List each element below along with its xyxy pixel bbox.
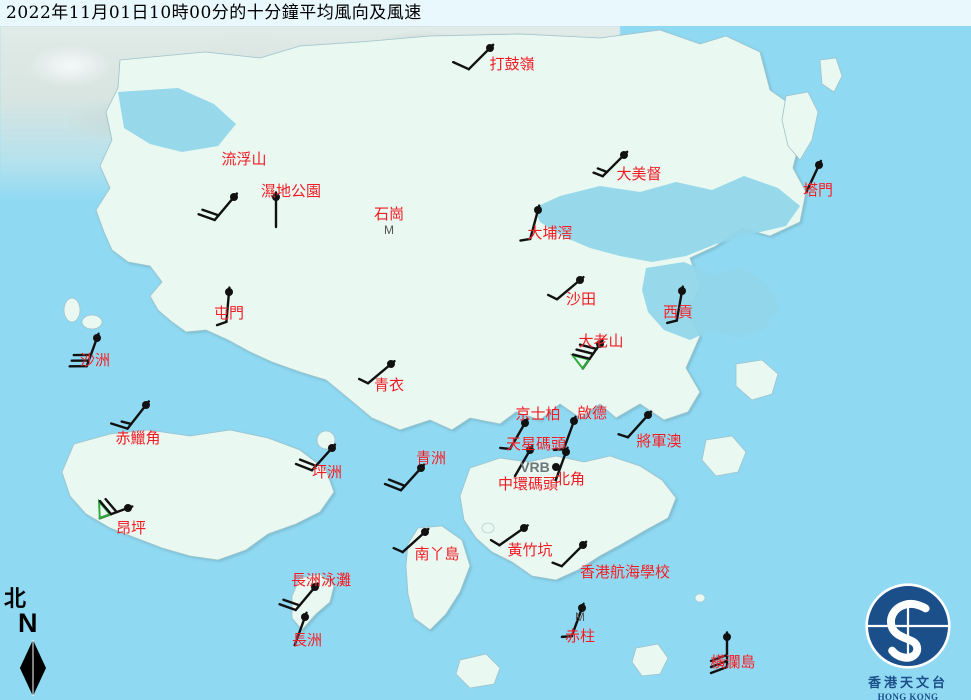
station-dot-西貢[interactable] [678,287,686,295]
maintenance-flag-赤柱: M [575,610,585,624]
station-label-青洲[interactable]: 青洲 [415,449,447,467]
station-label-中環碼頭[interactable]: 中環碼頭 [497,475,559,493]
station-dot-赤鱲角[interactable] [142,401,150,409]
station-dot-濕地公園[interactable] [272,193,280,201]
station-dot-黃竹坑[interactable] [520,524,528,532]
station-dot-坪洲[interactable] [328,444,336,452]
station-label-將軍澳[interactable]: 將軍澳 [636,432,682,450]
station-dot-屯門[interactable] [225,288,233,296]
station-label-大老山[interactable]: 大老山 [578,332,624,350]
station-label-坪洲[interactable]: 坪洲 [311,463,343,481]
station-label-沙洲[interactable]: 沙洲 [79,351,111,369]
station-label-青衣[interactable]: 青衣 [373,376,405,394]
station-label-流浮山[interactable]: 流浮山 [221,150,267,168]
hko-name-cn: 香港天文台 [867,676,948,691]
station-dot-京士柏[interactable] [521,419,529,427]
station-label-天星碼頭[interactable]: 天星碼頭 [505,435,567,453]
station-dot-昂坪[interactable] [124,504,132,512]
station-label-香港航海學校[interactable]: 香港航海學校 [579,563,671,581]
station-label-屯門[interactable]: 屯門 [213,304,245,322]
station-dot-沙洲[interactable] [93,334,101,342]
station-dot-長洲[interactable] [301,613,309,621]
station-label-西貢[interactable]: 西貢 [662,303,694,321]
station-label-長洲泳灘[interactable]: 長洲泳灘 [290,571,352,589]
station-dot-天星碼頭[interactable] [526,446,534,454]
station-dot-流浮山[interactable] [230,193,238,201]
station-dot-北角[interactable] [562,448,570,456]
maintenance-flag-石崗: M [384,223,394,237]
station-label-大美督[interactable]: 大美督 [616,165,662,183]
station-label-京士柏[interactable]: 京士柏 [515,405,561,423]
station-label-石崗[interactable]: 石崗 [373,205,405,223]
station-dot-赤柱[interactable] [578,604,586,612]
station-label-啟德[interactable]: 啟德 [576,404,608,422]
station-dot-香港航海學校[interactable] [579,541,587,549]
station-dot-南丫島[interactable] [421,528,429,536]
station-label-赤柱[interactable]: 赤柱 [564,627,596,645]
hko-swirl-icon [865,583,951,669]
station-label-塔門[interactable]: 塔門 [802,181,834,199]
station-dot-打鼓嶺[interactable] [486,44,494,52]
station-dot-將軍澳[interactable] [644,411,652,419]
page-title: 2022年11月01日10時00分的十分鐘平均風向及風速 [0,0,971,26]
station-dot-啟德[interactable] [570,417,578,425]
compass-north-cn: 北 [4,586,27,612]
station-label-橫瀾島[interactable]: 橫瀾島 [710,653,756,671]
station-label-大埔滘[interactable]: 大埔滘 [527,224,573,242]
station-dot-青衣[interactable] [387,360,395,368]
station-label-濕地公園[interactable]: 濕地公園 [260,182,322,200]
station-label-沙田[interactable]: 沙田 [565,290,597,308]
station-dot-大埔滘[interactable] [534,206,542,214]
station-dot-橫瀾島[interactable] [723,633,731,641]
station-label-長洲[interactable]: 長洲 [291,631,323,649]
station-label-北角[interactable]: 北角 [554,470,586,488]
hko-name-en: HONG KONG OBSERVATORY [877,692,939,700]
variable-wind-flag-中環碼頭: VRB [520,459,550,475]
station-dot-大美督[interactable] [620,151,628,159]
north-arrow-icon [20,640,46,696]
station-dot-沙田[interactable] [576,276,584,284]
station-dot-塔門[interactable] [815,161,823,169]
station-label-南丫島[interactable]: 南丫島 [414,545,460,563]
station-label-黃竹坑[interactable]: 黃竹坑 [507,541,553,559]
hko-logo: 香港天文台 HONG KONG OBSERVATORY [845,578,971,700]
station-label-打鼓嶺[interactable]: 打鼓嶺 [489,55,535,73]
station-label-赤鱲角[interactable]: 赤鱲角 [115,429,161,447]
station-dot-青洲[interactable] [417,464,425,472]
station-dot-長洲泳灘[interactable] [311,583,319,591]
compass-rose: 北 N [2,588,64,700]
compass-north-en: N [18,608,38,638]
station-dot-大老山[interactable] [596,340,604,348]
station-label-昂坪[interactable]: 昂坪 [115,519,147,537]
